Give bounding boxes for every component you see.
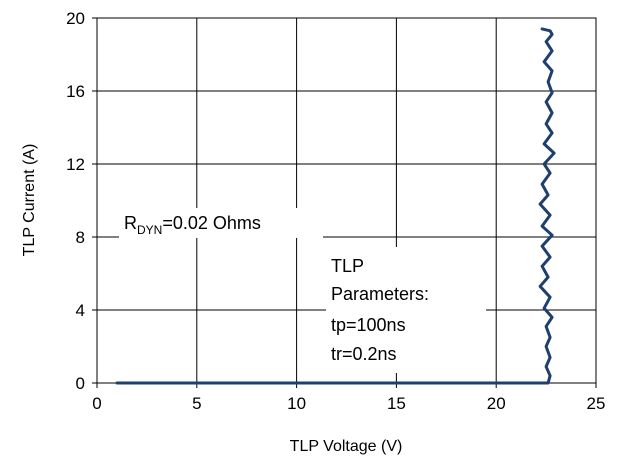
y-tick-label: 20: [66, 9, 85, 28]
y-axis-title: TLP Current (A): [21, 144, 38, 257]
rdyn-annotation: RDYN=0.02 Ohms: [119, 208, 323, 238]
y-tick-label: 8: [76, 228, 85, 247]
x-tick-label: 5: [192, 394, 201, 413]
rdyn-annotation-background: [119, 208, 323, 238]
y-axis-ticks: 0 4 8 12 16 20: [66, 9, 97, 393]
y-tick-label: 4: [76, 301, 85, 320]
tlp-line-2: Parameters:: [331, 284, 429, 304]
rdyn-subscript: DYN: [137, 223, 162, 237]
y-tick-label: 12: [66, 155, 85, 174]
x-axis-ticks: 0 5 10 15 20 25: [92, 383, 605, 413]
rdyn-prefix: R: [124, 213, 137, 233]
tlp-line-1: TLP: [331, 256, 364, 276]
rdyn-annotation-text: RDYN=0.02 Ohms: [124, 213, 261, 237]
tlp-parameters-annotation: TLP Parameters: tp=100ns tr=0.2ns: [326, 247, 486, 373]
y-tick-label: 16: [66, 82, 85, 101]
tlp-parameters-background: [326, 247, 486, 373]
y-tick-label: 0: [76, 374, 85, 393]
x-tick-label: 0: [92, 394, 101, 413]
x-tick-label: 15: [387, 394, 406, 413]
rdyn-value: =0.02 Ohms: [162, 213, 261, 233]
x-tick-label: 10: [287, 394, 306, 413]
tlp-line-4: tr=0.2ns: [331, 344, 397, 364]
x-tick-label: 25: [587, 394, 606, 413]
x-tick-label: 20: [487, 394, 506, 413]
x-axis-title: TLP Voltage (V): [290, 438, 403, 455]
tlp-line-3: tp=100ns: [331, 315, 406, 335]
series-line: [115, 27, 556, 385]
